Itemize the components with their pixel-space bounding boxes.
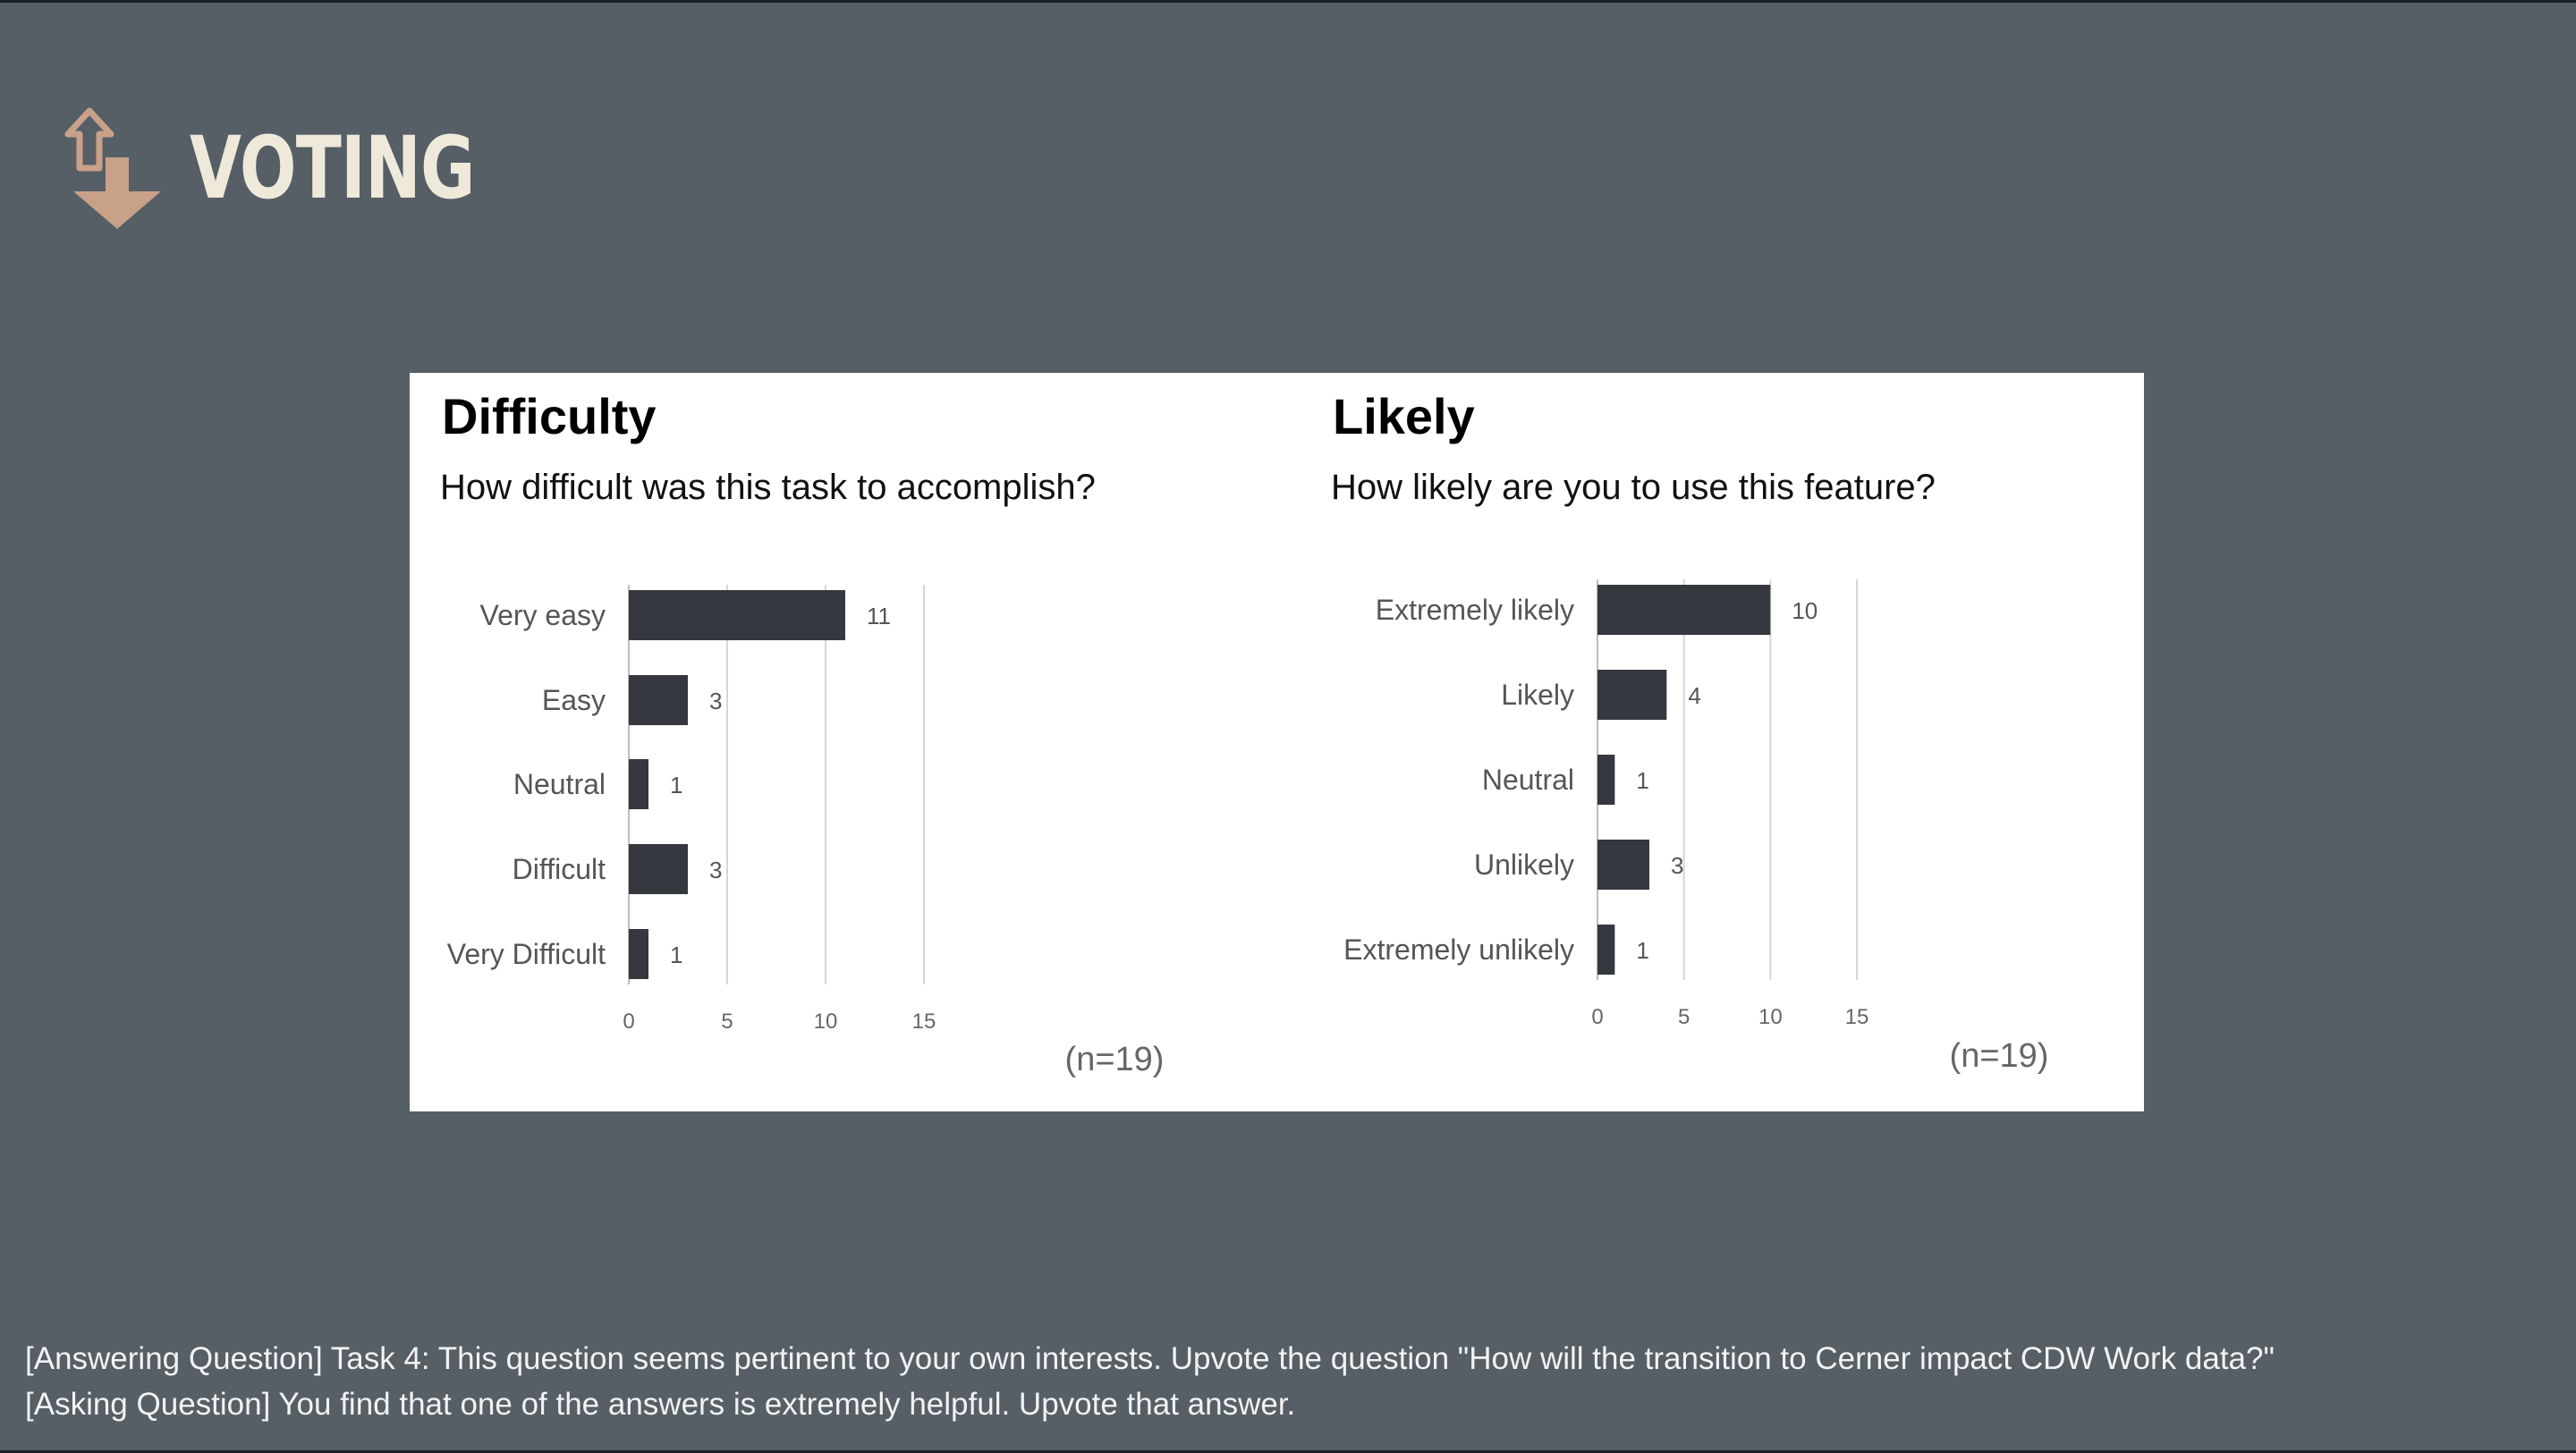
chart-1-sample-size-note: (n=19): [1065, 1041, 1165, 1078]
task-instructions: [Answering Question] Task 4: This questi…: [25, 1336, 2547, 1427]
chart-1-value-label: 11: [867, 603, 891, 629]
chart-2-bar: [1597, 840, 1649, 890]
chart-1-category-label: Easy: [542, 684, 606, 716]
chart-2-category-label: Likely: [1501, 679, 1574, 711]
vote-arrows-icon: [64, 107, 161, 229]
chart-1-subtitle: How difficult was this task to accomplis…: [440, 468, 1096, 507]
chart-1-bar: [629, 590, 845, 640]
chart-2-tick-label: 5: [1678, 1005, 1690, 1029]
chart-2-sample-size-note: (n=19): [1950, 1037, 2049, 1075]
chart-1-tick-label: 10: [814, 1009, 838, 1034]
chart-2-value-label: 4: [1688, 682, 1700, 709]
chart-1-category-label: Difficult: [513, 853, 606, 885]
chart-1-tick-label: 5: [721, 1009, 733, 1034]
chart-2-subtitle: How likely are you to use this feature?: [1331, 468, 1936, 507]
chart-2-value-label: 1: [1636, 937, 1648, 964]
chart-1-value-label: 3: [709, 688, 722, 714]
chart-2-category-label: Extremely likely: [1376, 594, 1574, 626]
chart-1-value-label: 3: [709, 857, 722, 883]
chart-2-category-label: Unlikely: [1474, 849, 1574, 881]
chart-2-category-label: Neutral: [1482, 764, 1574, 796]
chart-1-category-label: Very Difficult: [447, 938, 606, 970]
chart-1-bar: [629, 759, 648, 809]
chart-1-category-label: Neutral: [513, 768, 606, 800]
survey-charts-panel: Difficulty How difficult was this task to…: [410, 373, 2144, 1111]
chart-2-value-label: 1: [1636, 767, 1648, 794]
down-arrow-icon: [73, 157, 161, 229]
page-title: VOTING: [190, 118, 475, 218]
chart-2-bar: [1597, 585, 1771, 635]
survey-charts: Difficulty How difficult was this task to…: [440, 388, 2049, 1078]
chart-2-bar: [1597, 925, 1615, 975]
chart-2-value-label: 3: [1671, 852, 1683, 879]
instruction-line-asking: [Asking Question] You find that one of t…: [25, 1387, 1296, 1422]
chart-2-tick-label: 10: [1758, 1005, 1783, 1029]
chart-1-value-label: 1: [670, 772, 682, 798]
chart-2-value-label: 10: [1792, 597, 1818, 624]
chart-2-category-label: Extremely unlikely: [1343, 933, 1574, 966]
chart-2-tick-label: 15: [1845, 1005, 1869, 1029]
chart-2-bar: [1597, 670, 1667, 720]
up-arrow-icon: [64, 107, 114, 172]
page-header: VOTING: [61, 106, 555, 231]
top-border: [0, 0, 2576, 3]
chart-1-tick-label: 15: [912, 1009, 936, 1034]
chart-2-bar: [1597, 755, 1615, 805]
chart-1-category-label: Very easy: [479, 599, 606, 631]
chart-1-bar: [629, 675, 688, 725]
chart-1-bar: [629, 929, 648, 979]
instruction-line-answering: [Answering Question] Task 4: This questi…: [25, 1341, 2275, 1376]
chart-2-title: Likely: [1333, 388, 1475, 444]
chart-1-bar: [629, 844, 688, 894]
chart-1-tick-label: 0: [623, 1009, 634, 1034]
bottom-border: [0, 1450, 2576, 1453]
chart-1-title: Difficulty: [442, 388, 657, 444]
chart-1-value-label: 1: [670, 942, 682, 968]
chart-2-tick-label: 0: [1591, 1005, 1603, 1029]
